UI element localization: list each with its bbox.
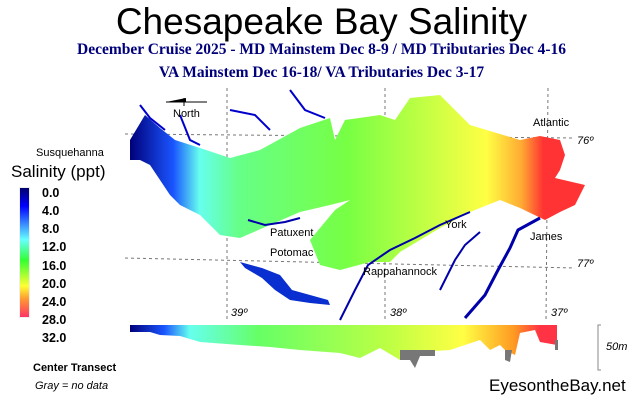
potomac-river	[240, 262, 330, 305]
york-river	[439, 231, 481, 291]
subtitle-line-1: December Cruise 2025 - MD Mainstem Dec 8…	[77, 41, 566, 58]
label-77-deg: 77º	[577, 258, 594, 270]
legend-tick: 24.0	[42, 295, 67, 309]
transect-no-data	[400, 340, 558, 368]
label-rappahannock: Rappahannock	[363, 266, 438, 278]
label-susquehanna: Susquehanna	[36, 147, 105, 159]
label-james: James	[530, 231, 563, 243]
label-39-deg: 39º	[231, 307, 248, 319]
label-patuxent: Patuxent	[270, 227, 313, 239]
bay-mainstem	[130, 95, 585, 270]
center-transect-label: Center Transect	[33, 362, 117, 374]
legend-tick: 0.0	[42, 186, 60, 200]
center-transect-profile	[130, 325, 557, 360]
legend-tick: 4.0	[42, 204, 60, 218]
depth-scale-label: 50m	[606, 341, 627, 353]
label-38-deg: 38º	[390, 307, 407, 319]
legend-tick: 20.0	[42, 277, 67, 291]
susquehanna-upper	[139, 89, 326, 146]
north-label: North	[173, 108, 200, 120]
gray-no-data-note: Gray = no data	[35, 380, 109, 392]
site-credit: EyesontheBay.net	[489, 376, 626, 395]
subtitle-line-2: VA Mainstem Dec 16-18/ VA Tributaries De…	[158, 64, 485, 81]
label-76-deg: 76º	[577, 135, 594, 147]
legend-tick: 32.0	[42, 331, 67, 345]
legend-tick: 12.0	[42, 240, 67, 254]
label-york: York	[445, 219, 467, 231]
james-river	[463, 216, 541, 319]
rappahannock-river	[339, 211, 471, 321]
legend-color-bar	[19, 187, 30, 318]
label-37-deg: 37º	[551, 307, 568, 319]
legend-tick: 8.0	[42, 222, 60, 236]
legend-tick: 28.0	[42, 313, 67, 327]
legend-tick: 16.0	[42, 259, 67, 273]
depth-scale-bracket	[597, 324, 601, 371]
label-atlantic: Atlantic	[533, 117, 570, 129]
north-arrow: North	[166, 98, 207, 120]
patuxent-river	[247, 217, 301, 227]
label-potomac: Potomac	[270, 247, 314, 259]
page-title: Chesapeake Bay Salinity	[115, 1, 528, 42]
legend-title: Salinity (ppt)	[11, 162, 106, 181]
